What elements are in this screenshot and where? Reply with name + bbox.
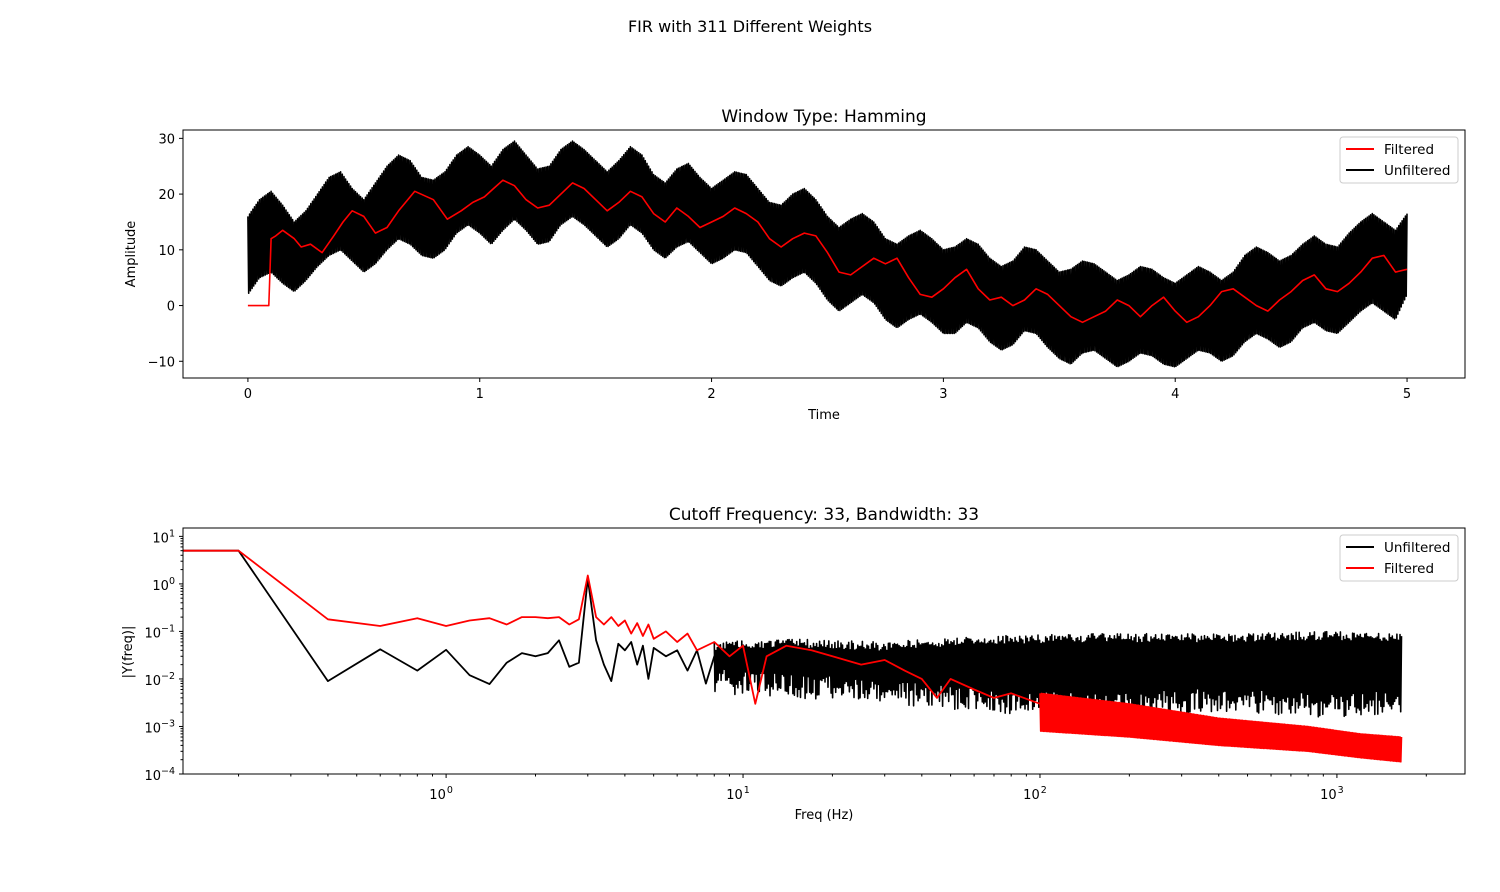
time-x-tick-label: 1: [476, 387, 484, 402]
freq-y-axis-label: |Y(freq)|: [121, 626, 136, 679]
time-series-group: [247, 140, 1408, 368]
time-y-tick-label: 20: [158, 188, 175, 203]
filtered-time-line: [247, 179, 1408, 324]
freq-plot-title: Cutoff Frequency: 33, Bandwidth: 33: [669, 505, 979, 525]
freq-series-group: [183, 549, 1403, 763]
filtered-spectrum-line: [183, 549, 1402, 747]
time-y-tick-label: 30: [158, 132, 175, 147]
freq-y-tick-label: 10−4: [144, 766, 175, 784]
time-y-tick-label: 0: [167, 300, 175, 315]
time-plot-frame: [182, 129, 1466, 379]
freq-legend-filtered-label: Filtered: [1384, 561, 1434, 577]
time-y-tick-label: −10: [148, 355, 175, 370]
time-legend-filtered-label: Filtered: [1384, 142, 1434, 158]
time-legend-unfiltered-label: Unfiltered: [1384, 163, 1450, 179]
figure-suptitle: FIR with 311 Different Weights: [628, 17, 872, 36]
freq-plot-frame: [182, 527, 1466, 775]
freq-y-tick-label: 10−2: [144, 671, 175, 689]
time-y-axis-label: Amplitude: [124, 221, 139, 288]
unfiltered-time-line: [247, 140, 1408, 368]
freq-y-tick-label: 101: [152, 528, 175, 546]
time-x-tick-label: 3: [939, 387, 947, 402]
freq-y-tick-label: 100: [152, 576, 175, 594]
filtered-spectrum-band: [1039, 692, 1403, 763]
frequency-domain-axes: Cutoff Frequency: 33, Bandwidth: 33 100 1…: [121, 505, 1466, 823]
unfiltered-spectrum-line: [183, 549, 1402, 685]
time-legend: Filtered Unfiltered: [1339, 136, 1459, 184]
freq-y-tick-label: 10−1: [144, 623, 175, 641]
freq-legend: Unfiltered Filtered: [1339, 534, 1459, 582]
time-x-axis-label: Time: [807, 408, 840, 423]
freq-y-ticks: 10−4 10−3 10−2 10−1 100 101: [144, 528, 183, 784]
time-y-ticks: −10 0 10 20 30: [148, 132, 183, 370]
freq-x-axis-label: Freq (Hz): [795, 808, 854, 823]
time-x-tick-label: 4: [1171, 387, 1179, 402]
time-x-ticks: 0 1 2 3 4 5: [244, 378, 1411, 402]
time-x-tick-label: 0: [244, 387, 252, 402]
freq-legend-unfiltered-label: Unfiltered: [1384, 540, 1450, 556]
time-x-tick-label: 5: [1403, 387, 1411, 402]
freq-y-tick-label: 10−3: [144, 718, 175, 736]
time-x-tick-label: 2: [707, 387, 715, 402]
unfiltered-spectrum-band: [713, 630, 1403, 718]
time-domain-axes: Window Type: Hamming 0 1 2 3 4 5 −10 0 10 20 30 T…: [124, 107, 1466, 423]
time-plot-title: Window Type: Hamming: [721, 107, 926, 127]
time-y-tick-label: 10: [158, 244, 175, 259]
